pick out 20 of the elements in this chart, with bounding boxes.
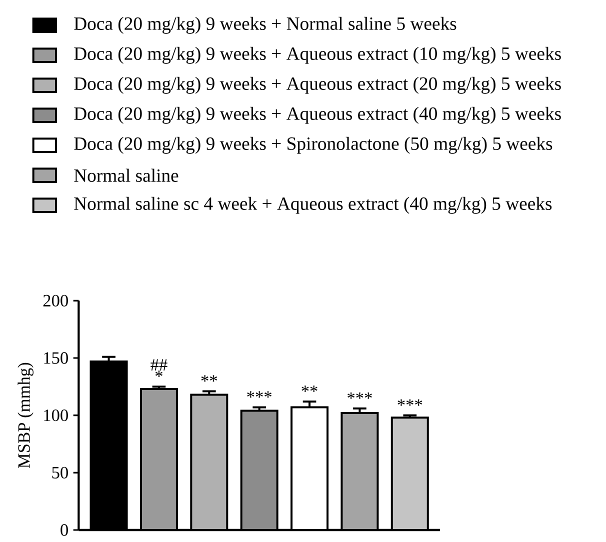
annotation: ## — [150, 359, 168, 371]
legend-label: Doca (20 mg/kg) 9 weeks + Aqueous extract (10 mg/kg) 5 weeks — [74, 46, 561, 64]
y-tick-label: 200 — [43, 294, 68, 307]
y-tick-label: 50 — [52, 466, 68, 479]
legend-label: Doca (20 mg/kg) 9 weeks + Aqueous extract (20 mg/kg) 5 weeks — [74, 76, 561, 94]
y-axis-title: MSBP (mmhg) — [18, 362, 34, 468]
annotation: * — [155, 370, 162, 378]
annotation: *** — [348, 392, 372, 399]
legend-label: Normal saline sc 4 week + Aqueous extract (40 mg/kg) 5 weeks — [74, 196, 552, 214]
y-tick-label: 100 — [44, 409, 68, 422]
annotation: *** — [247, 391, 272, 398]
annotation: *** — [398, 399, 422, 406]
y-tick-label: 0 — [60, 524, 68, 536]
annotation: ** — [302, 386, 318, 392]
legend-label: Doca (20 mg/kg) 9 weeks + Normal saline 5 weeks — [74, 16, 456, 34]
legend-label: Normal saline — [74, 168, 178, 182]
annotation: ** — [201, 375, 217, 382]
legend-label: Doca (20 mg/kg) 9 weeks + Aqueous extract (40 mg/kg) 5 weeks — [74, 106, 561, 124]
y-tick-label: 150 — [44, 352, 68, 364]
legend-label: Doca (20 mg/kg) 9 weeks + Spironolactone (50 mg/kg) 5 weeks — [74, 136, 552, 154]
